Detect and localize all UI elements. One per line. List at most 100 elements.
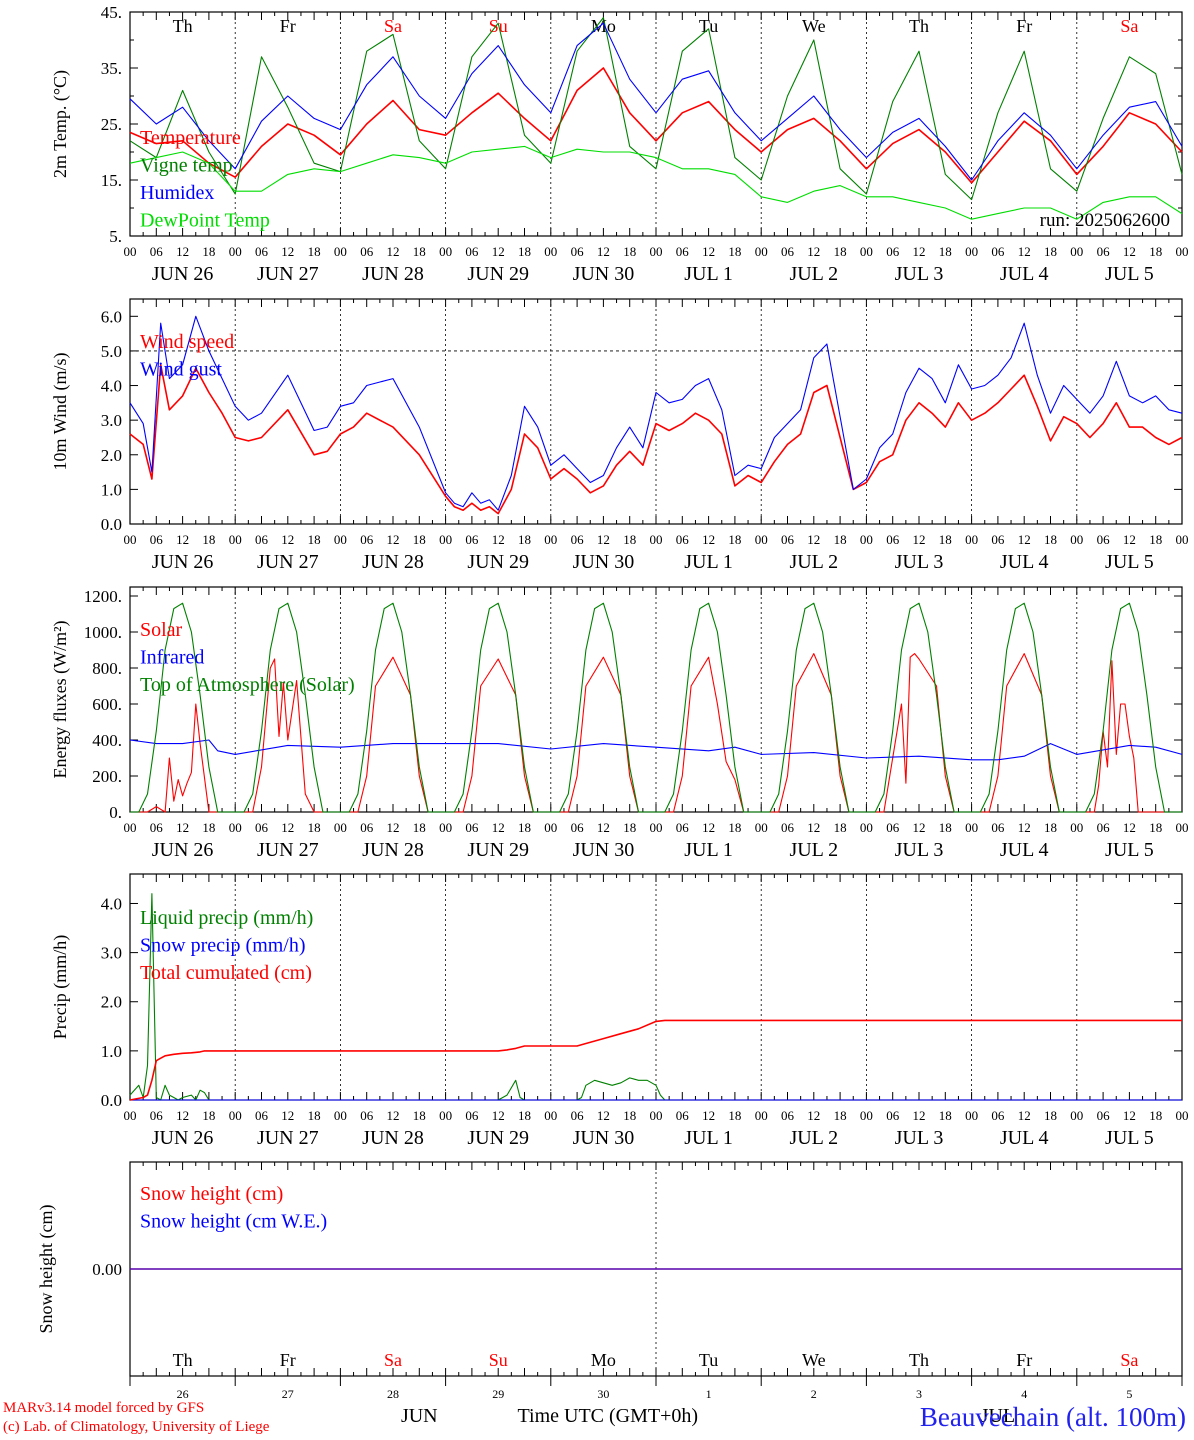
hour-label: 00 — [650, 1108, 663, 1123]
day-number-label: 1 — [706, 1387, 712, 1401]
y-tick-label: 0.00 — [92, 1260, 122, 1279]
day-number-label: 4 — [1021, 1387, 1027, 1401]
hour-label: 06 — [781, 244, 795, 259]
date-label: JUL 5 — [1105, 551, 1154, 573]
legend-entry: Solar — [140, 619, 183, 641]
hour-label: 00 — [439, 1108, 452, 1123]
y-axis-label: Snow height (cm) — [36, 1205, 57, 1334]
weekday-label: Fr — [280, 16, 296, 36]
hour-label: 12 — [1123, 1108, 1136, 1123]
series-line — [129, 145, 1183, 220]
y-tick-label: 800. — [92, 659, 122, 678]
hour-label: 12 — [281, 244, 294, 259]
series-line — [129, 22, 1183, 181]
day-number-label: 5 — [1126, 1387, 1132, 1401]
date-label: JUN 30 — [573, 263, 635, 285]
date-label: JUL 3 — [895, 1127, 944, 1149]
hour-label: 06 — [465, 532, 479, 547]
series-line — [129, 315, 1183, 511]
hour-label: 06 — [676, 532, 690, 547]
date-label: JUN 27 — [257, 839, 319, 861]
hour-label: 06 — [360, 244, 374, 259]
hour-label: 18 — [308, 820, 321, 835]
hour-label: 06 — [255, 820, 269, 835]
hour-label: 18 — [728, 820, 741, 835]
date-label: JUL 1 — [684, 551, 733, 573]
date-label: JUL 4 — [1000, 551, 1049, 573]
hour-label: 06 — [571, 532, 585, 547]
hour-label: 00 — [650, 820, 663, 835]
hour-label: 00 — [229, 244, 242, 259]
weekday-label: We — [802, 1350, 826, 1370]
hour-label: 06 — [360, 532, 374, 547]
date-label: JUN 29 — [467, 839, 529, 861]
hour-label: 18 — [413, 820, 426, 835]
date-label: JUN 26 — [152, 551, 214, 573]
hour-label: 12 — [702, 820, 715, 835]
weekday-label: Fr — [1016, 16, 1032, 36]
y-tick-label: 45. — [101, 3, 122, 22]
hour-label: 12 — [807, 1108, 820, 1123]
hour-label: 12 — [807, 532, 820, 547]
panel-3: 1200. 1000. 800. 600. 400. 200. 0. Energy fluxe… — [50, 586, 1189, 861]
hour-label: 18 — [834, 1108, 847, 1123]
hour-label: 12 — [807, 244, 820, 259]
hour-label: 12 — [597, 1108, 610, 1123]
legend-entry: Total cumulated (cm) — [140, 962, 312, 984]
date-label: JUL 4 — [1000, 839, 1049, 861]
hour-label: 00 — [860, 820, 873, 835]
hour-label: 18 — [1044, 532, 1057, 547]
hour-label: 18 — [308, 532, 321, 547]
date-label: JUN 30 — [573, 839, 635, 861]
legend-entry: Liquid precip (mm/h) — [140, 907, 313, 929]
hour-label: 00 — [650, 244, 663, 259]
credit-line-2: (c) Lab. of Climatology, University of L… — [3, 1419, 270, 1435]
hour-label: 12 — [913, 244, 926, 259]
hour-label: 18 — [728, 1108, 741, 1123]
hour-label: 12 — [176, 532, 189, 547]
date-label: JUN 27 — [257, 263, 319, 285]
hour-label: 12 — [387, 532, 400, 547]
hour-label: 00 — [1070, 244, 1083, 259]
series-line — [129, 1019, 1182, 1101]
hour-label: 12 — [913, 1108, 926, 1123]
weekday-label: Th — [173, 16, 193, 36]
hour-label: 12 — [807, 820, 820, 835]
y-tick-label: 25. — [101, 115, 122, 134]
y-tick-label: 3.0 — [101, 944, 122, 963]
hour-label: 06 — [255, 532, 269, 547]
weekday-label: Sa — [1120, 16, 1138, 36]
hour-label: 00 — [544, 244, 557, 259]
weekday-label: Su — [489, 16, 508, 36]
weekday-label: Sa — [384, 16, 402, 36]
hour-label: 06 — [150, 532, 164, 547]
hour-label: 00 — [1070, 1108, 1083, 1123]
series-line — [129, 17, 1183, 201]
station-label: Beauvechain (alt. 100m) — [919, 1402, 1186, 1432]
hour-label: 18 — [939, 1108, 952, 1123]
hour-label: 18 — [728, 244, 741, 259]
weekday-label: Tu — [699, 16, 718, 36]
date-label: JUL 5 — [1105, 263, 1154, 285]
weekday-label: Tu — [699, 1350, 718, 1370]
hour-label: 18 — [939, 244, 952, 259]
hour-label: 06 — [991, 820, 1005, 835]
weekday-label: Fr — [280, 1350, 296, 1370]
hour-label: 00 — [1176, 532, 1189, 547]
hour-label: 12 — [492, 820, 505, 835]
hour-label: 06 — [360, 1108, 374, 1123]
hour-label: 18 — [518, 1108, 531, 1123]
hour-label: 00 — [334, 532, 347, 547]
weekday-label: Mo — [591, 16, 616, 36]
y-tick-label: 1.0 — [101, 1042, 122, 1061]
date-label: JUN 26 — [152, 839, 214, 861]
hour-label: 12 — [281, 1108, 294, 1123]
hour-label: 00 — [229, 532, 242, 547]
hour-label: 06 — [571, 244, 585, 259]
hour-label: 00 — [755, 820, 768, 835]
weekday-label: Th — [909, 16, 929, 36]
hour-label: 00 — [965, 532, 978, 547]
hour-label: 00 — [1176, 244, 1189, 259]
hour-label: 00 — [124, 532, 137, 547]
hour-label: 00 — [544, 532, 557, 547]
